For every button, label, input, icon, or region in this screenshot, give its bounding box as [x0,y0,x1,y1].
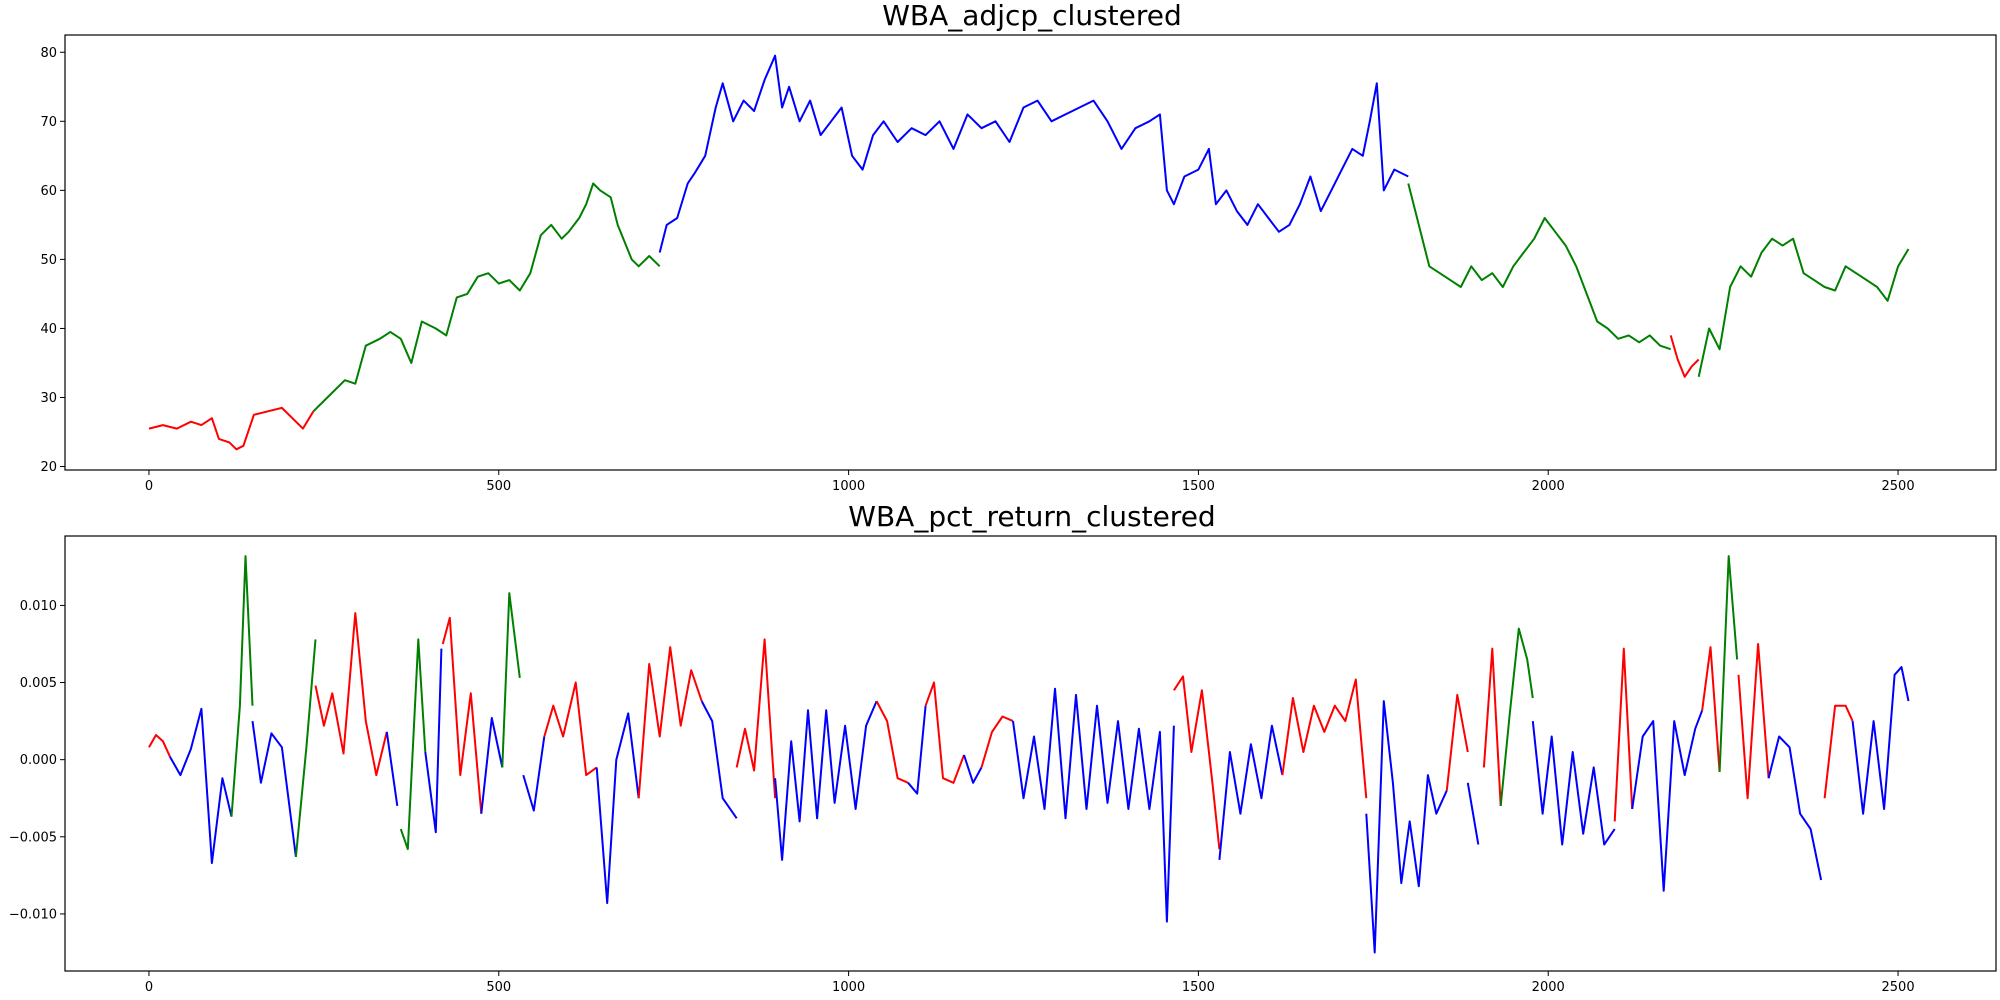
line-segment-green [294,639,317,857]
line-segment-red [637,646,703,799]
line-segment-blue [1767,735,1823,881]
line-segment-red [1613,647,1634,822]
line-segment-red [1737,643,1770,800]
line-segment-blue [1365,700,1448,954]
y-tick-label: 60 [40,184,57,199]
x-tick-label: 1500 [1182,479,1215,494]
x-tick-label: 1000 [832,479,865,494]
x-tick-label: 500 [486,980,511,995]
line-segment-red [1173,675,1221,850]
x-axis-ticks: 0 500 1000 1500 2000 2500 [145,470,1915,494]
x-tick-label: 500 [486,479,511,494]
line-segment-red [441,616,483,814]
line-segment-red [543,681,598,777]
y-tick-label: 20 [40,460,57,475]
line-segment-blue [480,717,504,814]
y-tick-label: −0.010 [9,907,57,922]
y-tick-label: 70 [40,115,57,130]
plot-frame [64,535,1997,972]
line-segment-green [1407,183,1672,351]
price-series [148,54,1910,451]
line-segment-blue [385,731,399,807]
return-series [148,555,1910,954]
line-segment-blue [424,648,443,834]
line-segment-blue [774,700,878,861]
y-tick-label: 0.005 [20,676,57,691]
line-segment-blue [522,736,546,812]
line-segment-green [1718,555,1739,773]
line-segment-red [148,734,171,758]
y-tick-label: −0.005 [9,830,57,845]
y-tick-label: 50 [40,253,57,268]
line-segment-red [924,681,965,784]
line-segment-blue [251,720,297,858]
line-segment-blue [1631,709,1704,892]
x-tick-label: 1000 [832,980,865,995]
y-axis-ticks: −0.010 −0.005 0.000 0.005 0.010 [9,599,65,922]
line-segment-blue [1012,687,1175,923]
line-segment-blue [658,54,1409,253]
x-tick-label: 0 [145,479,153,494]
line-segment-blue [907,705,927,795]
line-segment-red [1823,704,1854,799]
chart-panel-price: WBA_adjcp_clustered 0 500 1000 1500 2000 2500… [40,0,1997,494]
y-tick-label: 80 [40,46,57,61]
line-segment-red [314,612,388,777]
line-segment-blue [169,707,233,864]
line-segment-red [1281,678,1368,799]
chart-title: WBA_adjcp_clustered [882,0,1182,32]
line-segment-green [399,638,427,851]
line-segment-red [1669,335,1700,378]
line-segment-red [1445,693,1469,791]
x-tick-label: 2500 [1882,980,1915,995]
line-segment-green [1697,237,1910,378]
line-segment-green [1499,627,1534,806]
x-tick-label: 0 [145,980,153,995]
y-tick-label: 30 [40,391,57,406]
line-segment-blue [1218,724,1284,860]
line-segment-red [1482,647,1502,806]
y-tick-label: 40 [40,322,57,337]
x-axis-ticks: 0 500 1000 1500 2000 2500 [145,971,1915,995]
x-tick-label: 2000 [1532,980,1565,995]
line-segment-red [875,700,909,784]
line-segment-green [312,182,661,413]
line-segment-blue [595,712,640,905]
x-tick-label: 2000 [1532,479,1565,494]
y-axis-ticks: 20 30 40 50 60 70 80 [40,46,65,475]
line-segment-red [735,638,777,799]
x-tick-label: 2500 [1882,479,1915,494]
line-segment-blue [1851,666,1910,815]
y-tick-label: 0.010 [20,599,57,614]
line-segment-blue [963,754,983,784]
line-segment-red [1701,646,1721,773]
plot-frame [64,34,1997,471]
line-segment-green [230,555,254,817]
line-segment-blue [1466,782,1480,845]
y-tick-label: 0.000 [20,753,57,768]
chart-panel-return: WBA_pct_return_clustered 0 500 1000 1500 200… [9,500,1997,995]
line-segment-blue [1531,720,1616,846]
chart-title: WBA_pct_return_clustered [848,500,1215,533]
line-segment-blue [700,700,738,819]
line-segment-green [501,592,521,768]
line-segment-red [148,406,315,451]
line-segment-red [980,715,1014,768]
x-tick-label: 1500 [1182,980,1215,995]
